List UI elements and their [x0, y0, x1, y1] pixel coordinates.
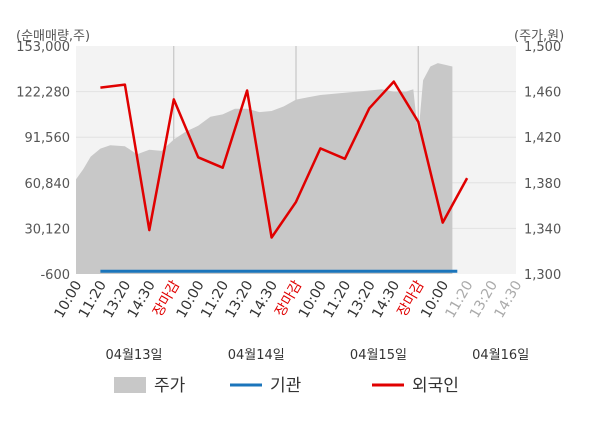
right-axis-ticks: 1,500 1,460 1,420 1,380 1,340 1,300 — [524, 40, 561, 283]
right-tick-label: 1,460 — [524, 86, 561, 101]
legend-label: 주가 — [154, 376, 186, 396]
date-labels: 04월13일 04월14일 04월15일 04월16일 — [105, 348, 529, 363]
left-axis-unit: (순매매량,주) — [16, 29, 90, 44]
chart-legend: 주가 기관 외국인 — [114, 376, 459, 396]
date-label: 04월14일 — [228, 348, 285, 363]
left-tick-label: 30,120 — [25, 222, 71, 237]
right-tick-label: 1,380 — [524, 177, 561, 192]
left-tick-label: 122,280 — [16, 86, 70, 101]
left-tick-label: 91,560 — [25, 131, 71, 146]
right-tick-label: 1,500 — [524, 40, 561, 55]
price-area — [76, 63, 453, 274]
x-axis-ticks: 10:0011:2013:2014:30장마감10:0011:2013:2014… — [51, 278, 525, 321]
net-volume-lines — [100, 80, 469, 273]
legend-label: 기관 — [270, 376, 301, 396]
right-tick-label: 1,420 — [524, 131, 561, 146]
price-area-series — [76, 63, 453, 274]
legend-label: 외국인 — [412, 376, 459, 396]
legend-swatch-price — [114, 377, 146, 393]
left-axis-ticks: 153,000 122,280 91,560 60,840 30,120 -600 — [16, 40, 70, 283]
right-tick-label: 1,300 — [524, 268, 561, 283]
foreign-line — [100, 80, 469, 239]
left-tick-label: -600 — [40, 268, 70, 283]
date-label: 04월13일 — [105, 348, 162, 363]
right-tick-label: 1,340 — [524, 222, 561, 237]
right-axis-unit: (주가,원) — [514, 29, 564, 44]
left-tick-label: 153,000 — [16, 40, 70, 55]
date-label: 04월15일 — [350, 348, 407, 363]
left-tick-label: 60,840 — [25, 177, 71, 192]
date-label: 04월16일 — [472, 348, 529, 363]
